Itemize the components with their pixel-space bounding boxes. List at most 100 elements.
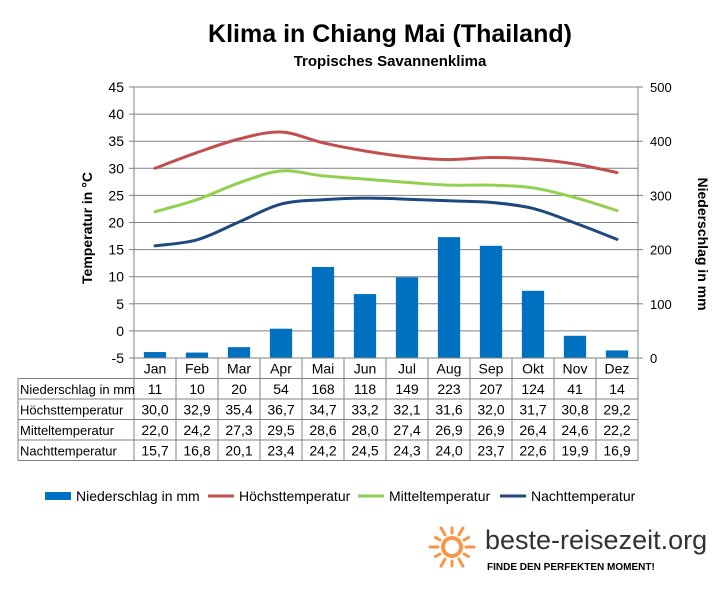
table-cell: 223: [437, 381, 461, 397]
right-tick-label: 500: [650, 80, 672, 95]
table-cell: 36,7: [267, 402, 294, 418]
left-tick-label: 25: [108, 187, 124, 203]
sun-core: [441, 536, 463, 558]
table-row-header: Mitteltemperatur: [20, 423, 115, 438]
left-tick-label: 30: [108, 160, 124, 176]
table-row-header: Nachttemperatur: [20, 444, 117, 459]
right-tick-label: 0: [650, 351, 657, 366]
legend-label: Mitteltemperatur: [389, 488, 490, 504]
table-cell: 32,1: [393, 402, 420, 418]
site-name: beste-reisezeit.org: [485, 525, 707, 555]
y-axis-label-left: Temperatur in °C: [79, 172, 95, 284]
mean-temp-line: [153, 169, 619, 214]
branding: beste-reisezeit.org FINDE DEN PERFEKTEN …: [428, 525, 707, 573]
left-tick-label: 45: [108, 79, 124, 95]
table-cell: 24,5: [351, 443, 378, 459]
precip-bar-sep: [479, 245, 503, 358]
line-series: [153, 130, 619, 248]
table-cell: 124: [521, 381, 545, 397]
legend-label: Höchsttemperatur: [239, 488, 351, 504]
y-axis-label-right: Niederschlag in mm: [695, 177, 711, 310]
table-cell: 35,4: [225, 402, 252, 418]
right-tick-label: 400: [650, 134, 672, 149]
right-tick-label: 100: [650, 297, 672, 312]
table-cell: 26,4: [519, 422, 546, 438]
table-cell: 26,9: [435, 422, 462, 438]
left-tick-label: 5: [116, 296, 124, 312]
precip-bar-mai: [311, 266, 335, 358]
right-tick-label: 200: [650, 243, 672, 258]
bar-series: [143, 237, 629, 358]
table-cell: 24,6: [561, 422, 588, 438]
precip-bar-apr: [269, 328, 293, 358]
table-cell: 30,0: [141, 402, 168, 418]
sun-icon: [428, 526, 476, 568]
table-cell: 23,7: [477, 443, 504, 459]
site-tagline: FINDE DEN PERFEKTEN MOMENT!: [487, 562, 655, 573]
table-cell: 33,2: [351, 402, 378, 418]
x-tick-label: Mai: [312, 361, 335, 377]
x-tick-label: Feb: [185, 361, 209, 377]
sun-ray: [462, 552, 470, 558]
table-cell: 24,2: [183, 422, 210, 438]
left-tick-label: 20: [108, 215, 124, 231]
table-cell: 20,1: [225, 443, 252, 459]
left-tick-label: 15: [108, 242, 124, 258]
legend-swatch-precip: [45, 492, 71, 500]
table-cell: 24,2: [309, 443, 336, 459]
data-table: Jan Feb Mar Apr Mai Jun Jul Aug Sep Okt Nov Dez Nied…: [17, 358, 639, 461]
table-cell: 24,3: [393, 443, 420, 459]
table-cell: 20: [231, 381, 247, 397]
left-tick-label: 35: [108, 133, 124, 149]
chart-title: Klima in Chiang Mai (Thailand): [208, 20, 572, 48]
x-tick-label: Mar: [227, 361, 251, 377]
table-cell: 28,0: [351, 422, 378, 438]
precip-bar-dez: [605, 350, 629, 358]
right-axis-ticks: 0 100 200 300 400 500: [638, 80, 672, 366]
table-cell: 22,6: [519, 443, 546, 459]
table-cell: 16,9: [603, 443, 630, 459]
table-cell: 16,8: [183, 443, 210, 459]
x-tick-label: Okt: [522, 361, 544, 377]
precip-bar-jan: [143, 352, 167, 358]
table-cell: 31,7: [519, 402, 546, 418]
precip-bar-nov: [563, 335, 587, 358]
table-cell: 30,8: [561, 402, 588, 418]
table-cell: 22,0: [141, 422, 168, 438]
precip-bar-feb: [185, 352, 209, 358]
table-row-header: Niederschlag in mm: [20, 382, 135, 397]
sun-ray: [457, 557, 465, 568]
x-tick-label: Apr: [270, 361, 292, 377]
table-cell: 31,6: [435, 402, 462, 418]
precip-bar-aug: [437, 237, 461, 358]
table-cell: 24,0: [435, 443, 462, 459]
high-temp-line: [153, 130, 619, 175]
left-axis-ticks: -5 0 5 10 15 20 25 30 35 40 45: [108, 79, 134, 366]
night-temp-line: [153, 196, 619, 248]
left-tick-label: 0: [116, 323, 124, 339]
table-cell: 14: [609, 381, 625, 397]
table-cell: 32,0: [477, 402, 504, 418]
table-cell: 32,9: [183, 402, 210, 418]
left-tick-label: 10: [108, 269, 124, 285]
legend: Niederschlag in mm Höchsttemperatur Mittel…: [45, 488, 636, 504]
x-tick-label: Sep: [479, 361, 504, 377]
x-tick-label: Aug: [437, 361, 462, 377]
sun-ray: [462, 536, 470, 542]
table-cell: 26,9: [477, 422, 504, 438]
table-cell: 11: [148, 381, 163, 397]
grid-lines: [134, 86, 638, 359]
table-cell: 149: [395, 381, 419, 397]
x-tick-label: Jul: [398, 361, 416, 377]
table-cell: 54: [273, 381, 289, 397]
table-cell: 15,7: [141, 443, 168, 459]
x-tick-label: Jun: [354, 361, 377, 377]
sun-ray: [439, 526, 447, 537]
chart-subtitle: Tropisches Savannenklima: [294, 53, 487, 70]
table-cell: 29,2: [603, 402, 630, 418]
x-tick-label: Dez: [605, 361, 630, 377]
table-row-header: Höchsttemperatur: [20, 403, 124, 418]
legend-label: Niederschlag in mm: [76, 488, 200, 504]
left-tick-label: -5: [112, 350, 125, 366]
legend-label: Nachttemperatur: [531, 488, 636, 504]
